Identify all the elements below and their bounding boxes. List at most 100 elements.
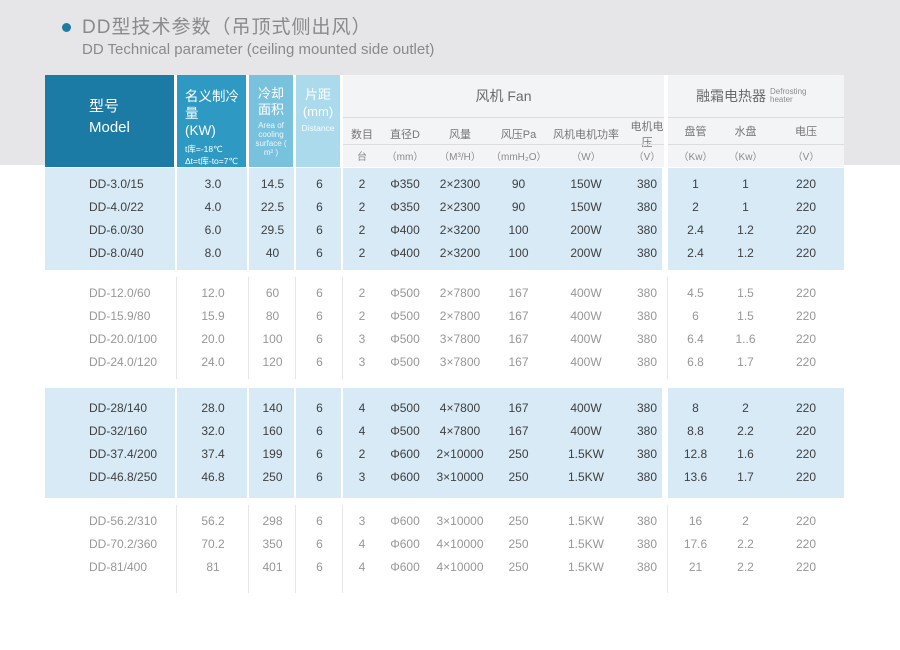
value-cell: 2.4 (687, 246, 704, 260)
value-cell: 1.7 (737, 470, 754, 484)
header-capacity-unit: (KW) (185, 123, 216, 138)
header-pitch-en: Distance (301, 123, 335, 133)
value-cell: 13.6 (683, 470, 708, 484)
value-cell: 32.0 (177, 388, 249, 498)
value-cell: 4 (358, 560, 366, 574)
value-cell: 1 (742, 200, 749, 214)
value-cell: 220 (795, 537, 817, 551)
value-cell: 3×10000 (436, 470, 484, 484)
value-cell: 6 (296, 168, 343, 270)
fan-section-title: 风机 Fan (475, 88, 532, 104)
value-cell: 400W (570, 286, 602, 300)
fan-col-unit: （mm） (386, 151, 424, 163)
value-cell: 8 (692, 401, 699, 415)
value-cell: 20.0 (177, 277, 249, 379)
value-cell: 1.5KW (567, 447, 604, 461)
value-cell: 1.5KW (567, 514, 604, 528)
fan-col-label: 数目 (351, 129, 373, 141)
header-capacity: 名义制冷量 (KW) t库=-18℃ Δt=t库-to=7℃ (177, 75, 249, 167)
table-row: DD-56.2/310 56.2 298 6 3 Φ600 3×10000 250 1.5KW 3… (45, 505, 844, 593)
value-cell: 150W (570, 200, 602, 214)
value-cell: 380 (626, 168, 668, 270)
row-group-2: DD-12.0/60 12.0 60 6 2 Φ500 2×7800 167 400W 380 4.… (45, 277, 844, 379)
defrost-title-en: Defrosting heater (770, 86, 807, 104)
model-cell: DD-24.0/120 (45, 277, 177, 379)
table-row: DD-3.0/15 3.0 14.5 6 2 Φ350 2×2300 90 150W 380 1 1 2… (45, 168, 844, 270)
value-cell: 2 (358, 246, 366, 260)
table-row: DD-46.8/250 46.8 250 6 3 Φ600 3×10000 250 1.5KW 3… (45, 388, 844, 498)
value-cell: 16 (688, 514, 703, 528)
value-cell: 150W (570, 177, 602, 191)
value-cell: 2 (742, 514, 749, 528)
value-cell: 6 (296, 168, 343, 270)
table-row: DD-20.0/100 20.0 100 6 3 Φ500 3×7800 167 400W 380… (45, 277, 844, 379)
row-group-4: DD-56.2/310 56.2 298 6 3 Φ600 3×10000 250 1.5KW 3… (45, 505, 844, 593)
value-cell: 3 (358, 332, 366, 346)
table-row: DD-37.4/200 37.4 199 6 2 Φ600 2×10000 250 1.5KW 3… (45, 388, 844, 498)
table-row: DD-24.0/120 24.0 120 6 3 Φ500 3×7800 167 400W 380… (45, 277, 844, 379)
value-cell: 167 (508, 309, 529, 323)
defrost-title-cn: 融霜电热器 (696, 88, 766, 104)
value-cell: 4×10000 (436, 560, 484, 574)
value-cell: 6 (296, 388, 343, 498)
value-cell: 100 (508, 246, 529, 260)
value-cell: 200W (570, 223, 602, 237)
header-cooling-area: 冷却 面积 Area of cooling surface ( m² ) (249, 75, 296, 167)
value-cell: 200W (570, 246, 602, 260)
value-cell: 6 (296, 277, 343, 379)
value-cell: 250 (508, 537, 529, 551)
value-cell: Φ600 (390, 470, 420, 484)
value-cell: 1.5KW (567, 470, 604, 484)
value-cell: 14.5 (249, 168, 296, 270)
value-cell: 380 (626, 505, 668, 593)
value-cell: 15.9 (177, 277, 249, 379)
value-cell: 21 (688, 560, 703, 574)
parameter-table: 型号 Model 名义制冷量 (KW) t库=-18℃ Δt=t库-to=7℃ … (45, 75, 844, 593)
value-cell: 6 (296, 277, 343, 379)
value-cell: 220 (795, 470, 817, 484)
value-cell: 6 (296, 505, 343, 593)
value-cell: 250 (508, 447, 529, 461)
row-group-1: DD-3.0/15 3.0 14.5 6 2 Φ350 2×2300 90 150W 380 1 1 2… (45, 168, 844, 270)
header-model-en: Model (89, 119, 130, 136)
row-group-3: DD-28/140 28.0 140 6 4 Φ500 4×7800 167 400W 380 8 2… (45, 388, 844, 498)
value-cell: 70.2 (177, 505, 249, 593)
value-cell: Φ600 (390, 537, 420, 551)
value-cell: 100 (508, 223, 529, 237)
value-cell: 400W (570, 309, 602, 323)
model-cell: DD-20.0/100 (45, 277, 177, 379)
value-cell: 160 (249, 388, 296, 498)
value-cell: 60 (249, 277, 296, 379)
value-cell: 400W (570, 332, 602, 346)
fan-col-label: 风压Pa (500, 129, 537, 141)
value-cell: 6 (296, 388, 343, 498)
value-cell: 167 (508, 355, 529, 369)
value-cell: 6.0 (177, 168, 249, 270)
value-cell: 2.2 (737, 537, 754, 551)
table-row: DD-81/400 81 401 6 4 Φ600 4×10000 250 1.5KW 380 21… (45, 505, 844, 593)
defrost-section-title: 融霜电热器 Defrosting heater (668, 75, 844, 117)
value-cell: 3 (358, 470, 366, 484)
value-cell: 401 (249, 505, 296, 593)
value-cell: 2.2 (737, 424, 754, 438)
model-cell: DD-12.0/60 (45, 277, 177, 379)
value-cell: 220 (795, 424, 817, 438)
value-cell: 3.0 (177, 168, 249, 270)
value-cell: 380 (626, 277, 668, 379)
value-cell: 220 (795, 401, 817, 415)
value-cell: 2×7800 (439, 286, 481, 300)
value-cell: Φ400 (390, 223, 420, 237)
value-cell: 167 (508, 424, 529, 438)
header-model-cn: 型号 (89, 98, 120, 115)
fan-col-unit: 台 (357, 151, 367, 163)
header-area-en: Area of cooling surface ( m² ) (255, 121, 287, 157)
value-cell: 220 (795, 514, 817, 528)
value-cell: 220 (795, 200, 817, 214)
value-cell: 6 (296, 168, 343, 270)
value-cell: 100 (249, 277, 296, 379)
value-cell: 380 (626, 277, 668, 379)
value-cell: 6.4 (687, 332, 704, 346)
table-row: DD-15.9/80 15.9 80 6 2 Φ500 2×7800 167 400W 380 6 1… (45, 277, 844, 379)
value-cell: 2 (358, 286, 366, 300)
